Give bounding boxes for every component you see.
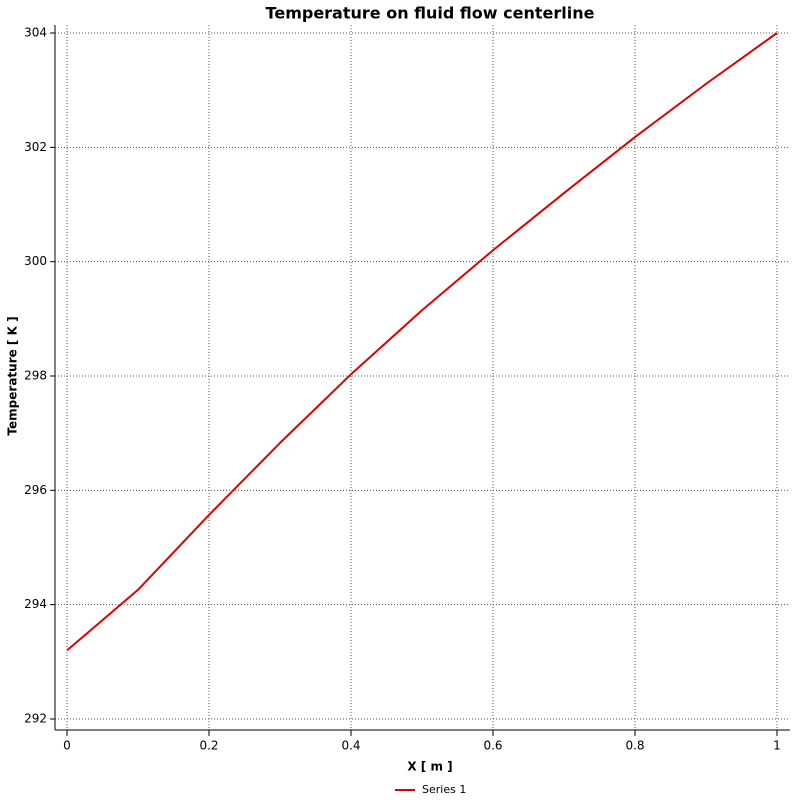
line-series bbox=[66, 32, 778, 652]
legend-label: Series 1 bbox=[422, 783, 466, 796]
x-tick-label: 0.8 bbox=[625, 739, 644, 753]
y-tick-label: 292 bbox=[24, 712, 47, 726]
y-tick-label: 298 bbox=[24, 369, 47, 383]
x-tick-label: 0 bbox=[63, 739, 71, 753]
y-tick-label: 302 bbox=[24, 140, 47, 154]
x-tick-label: 0.4 bbox=[341, 739, 360, 753]
y-tick-label: 294 bbox=[24, 597, 47, 611]
chart-title: Temperature on fluid flow centerline bbox=[266, 4, 595, 23]
x-tick-label: 0.2 bbox=[199, 739, 218, 753]
y-tick-label: 300 bbox=[24, 254, 47, 268]
y-tick-label: 304 bbox=[24, 26, 47, 40]
x-tick-label: 0.6 bbox=[483, 739, 502, 753]
y-tick-label: 296 bbox=[24, 483, 47, 497]
x-axis-label: X [ m ] bbox=[407, 760, 452, 774]
x-tick-label: 1 bbox=[773, 739, 781, 753]
y-axis-label: Temperature [ K ] bbox=[6, 316, 20, 435]
